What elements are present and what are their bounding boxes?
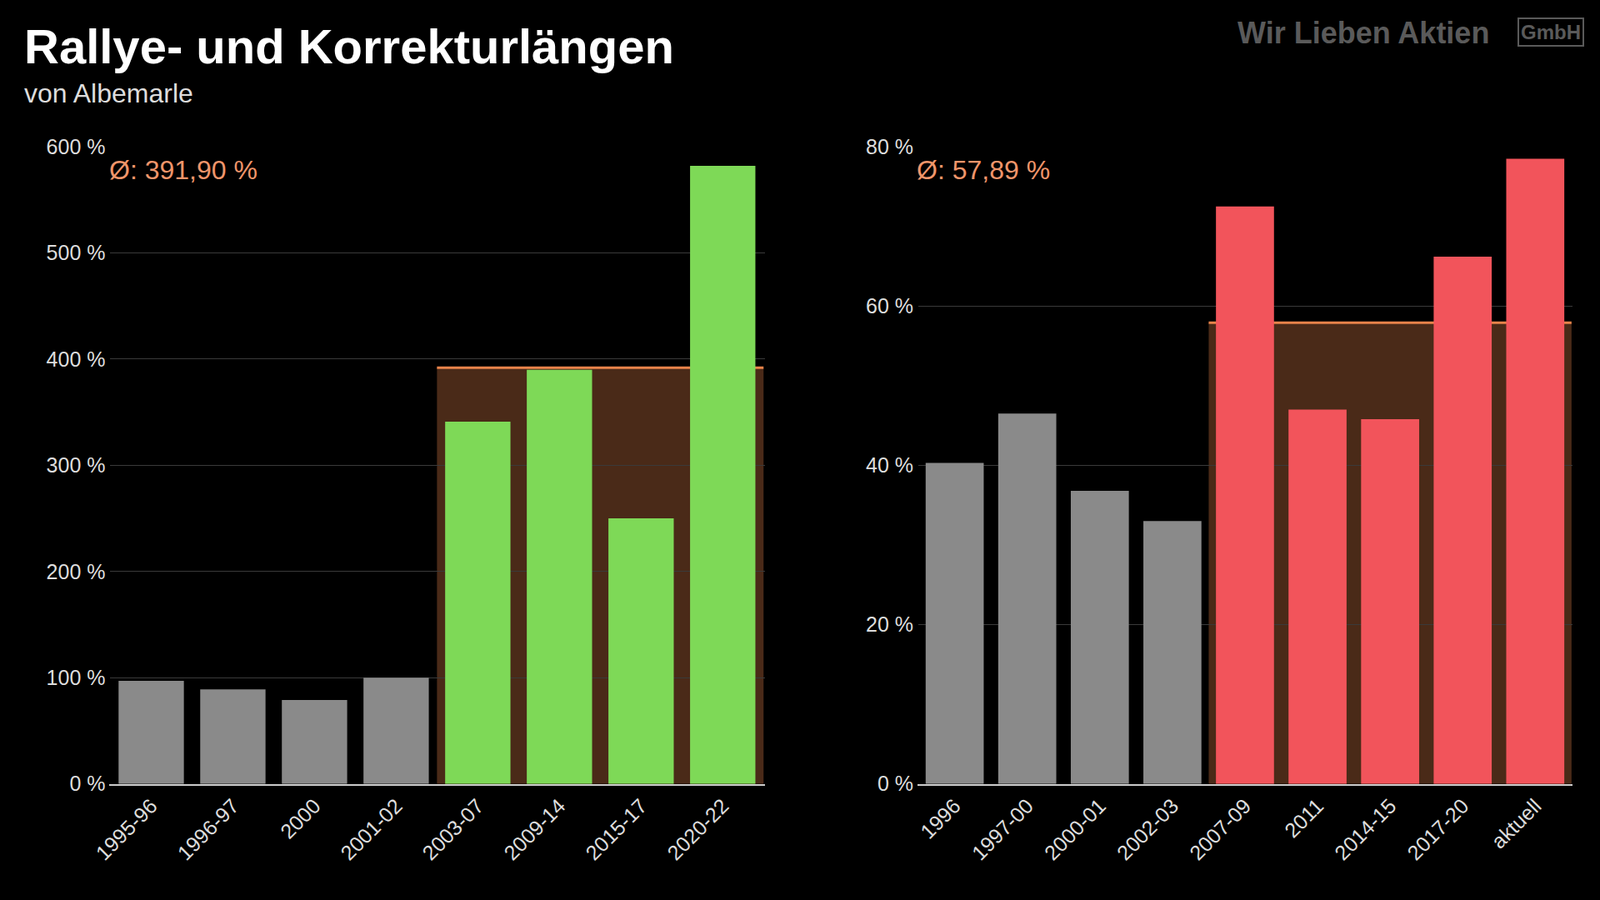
svg-text:0 %: 0 % [877,771,914,795]
svg-text:200 %: 200 % [46,560,106,584]
svg-text:2020-22: 2020-22 [662,794,734,865]
svg-text:Rallye- und Korrekturlängen: Rallye- und Korrekturlängen [24,19,675,74]
svg-text:0 %: 0 % [69,771,105,795]
svg-text:400 %: 400 % [46,347,106,371]
svg-text:80 %: 80 % [865,135,914,159]
svg-text:2001-02: 2001-02 [335,794,407,865]
svg-text:GmbH: GmbH [1520,20,1581,44]
svg-text:Ø: 391,90 %: Ø: 391,90 % [109,155,258,185]
svg-text:500 %: 500 % [46,240,106,265]
svg-text:von Albemarle: von Albemarle [24,78,194,109]
svg-text:100 %: 100 % [46,665,106,690]
svg-text:2007-09: 2007-09 [1185,794,1256,865]
svg-text:40 %: 40 % [865,453,914,477]
svg-text:2017-20: 2017-20 [1402,794,1474,865]
svg-text:20 %: 20 % [865,612,914,636]
svg-text:1997-00: 1997-00 [966,794,1038,865]
svg-text:60 %: 60 % [865,294,914,318]
svg-text:2011: 2011 [1280,794,1329,843]
svg-text:2014-15: 2014-15 [1330,794,1401,865]
svg-text:Wir Lieben Aktien: Wir Lieben Aktien [1237,15,1490,50]
svg-text:600 %: 600 % [46,135,106,159]
svg-text:2002-03: 2002-03 [1112,794,1184,865]
svg-text:2003-07: 2003-07 [417,794,489,865]
svg-text:2000-01: 2000-01 [1039,794,1110,865]
svg-text:1995-96: 1995-96 [90,794,162,865]
svg-text:2015-17: 2015-17 [580,794,652,865]
svg-text:1996-97: 1996-97 [172,794,244,865]
svg-text:aktuell: aktuell [1486,794,1546,854]
svg-text:2000: 2000 [275,794,325,844]
svg-text:1996: 1996 [915,794,965,844]
svg-text:2009-14: 2009-14 [499,794,570,865]
svg-text:300 %: 300 % [46,453,106,477]
svg-text:Ø: 57,89 %: Ø: 57,89 % [916,155,1050,185]
